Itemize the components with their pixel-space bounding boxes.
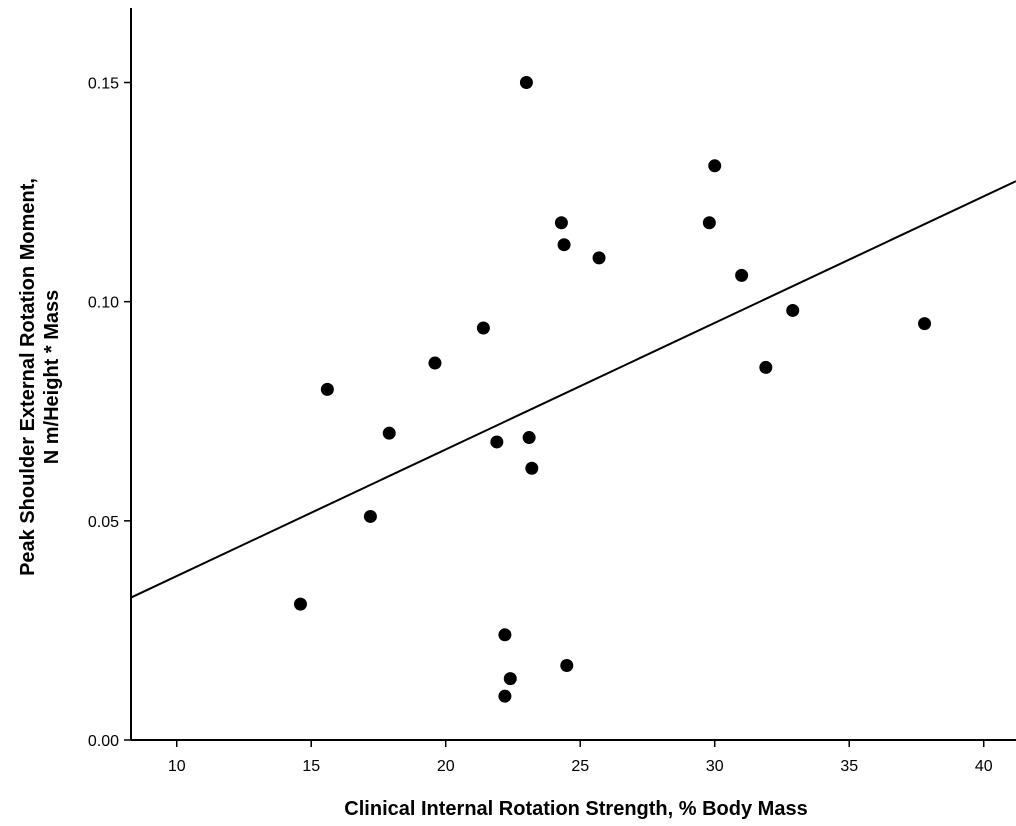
- regression-line: [130, 180, 1016, 599]
- data-point: [522, 431, 536, 445]
- data-point: [490, 435, 504, 449]
- data-point: [735, 268, 749, 282]
- y-axis-title-line-1: Peak Shoulder External Rotation Moment,: [17, 178, 39, 576]
- y-tick-label: 0.15: [88, 76, 119, 93]
- data-point: [293, 597, 307, 611]
- data-point: [557, 238, 571, 252]
- x-tick-label: 40: [975, 758, 993, 775]
- data-point: [525, 461, 539, 475]
- data-point: [476, 321, 490, 335]
- data-point: [363, 509, 377, 523]
- y-tick-label: 0.00: [88, 733, 119, 750]
- data-point: [498, 689, 512, 703]
- data-point: [428, 356, 442, 370]
- data-point: [786, 303, 800, 317]
- axes: [130, 8, 1016, 741]
- trendline-layer: [130, 180, 1016, 599]
- data-points: [293, 76, 932, 703]
- y-axis-title-line-2: N m/Height * Mass: [41, 290, 63, 464]
- tick-marks: 10 15 20 25 30 35 40 0.00 0.05 0.10 0.15: [88, 76, 993, 775]
- y-tick-label: 0.05: [88, 514, 119, 531]
- x-tick-label: 15: [302, 758, 320, 775]
- data-point: [519, 76, 533, 90]
- data-point: [592, 251, 606, 265]
- x-tick-label: 20: [437, 758, 455, 775]
- x-tick-label: 30: [706, 758, 724, 775]
- data-point: [918, 317, 932, 331]
- data-point: [554, 216, 568, 230]
- data-point: [503, 672, 517, 686]
- data-point: [708, 159, 722, 173]
- data-point: [702, 216, 716, 230]
- y-tick-label: 0.10: [88, 295, 119, 312]
- data-point: [759, 360, 773, 374]
- data-point: [320, 382, 334, 396]
- x-tick-label: 35: [840, 758, 858, 775]
- x-tick-label: 10: [168, 758, 186, 775]
- x-axis-title: Clinical Internal Rotation Strength, % B…: [344, 798, 807, 820]
- data-point: [382, 426, 396, 440]
- data-point: [560, 658, 574, 672]
- x-tick-label: 25: [571, 758, 589, 775]
- data-point: [498, 628, 512, 642]
